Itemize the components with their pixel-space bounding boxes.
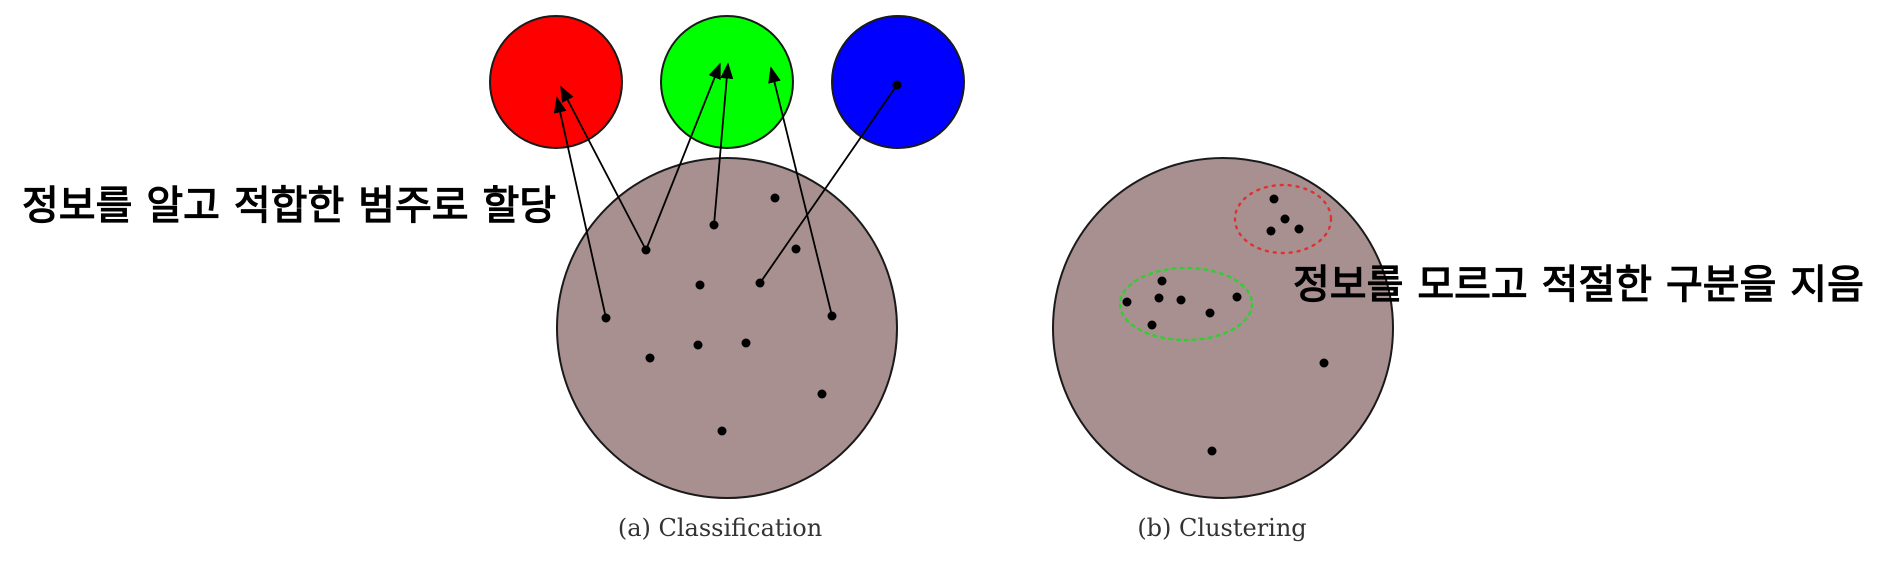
data-point [1147, 320, 1157, 330]
clustering-panel: (b) Clustering [1052, 157, 1394, 542]
data-point [1205, 308, 1215, 318]
class-red-circle [489, 15, 623, 149]
data-point [817, 389, 827, 399]
data-point [892, 80, 902, 90]
classification-points [601, 80, 902, 436]
arrow-to-red-b [560, 85, 647, 251]
data-point [1280, 214, 1290, 224]
arrow-to-green-c [768, 66, 833, 317]
clustering-caption: (b) Clustering [1137, 514, 1306, 542]
data-point [695, 280, 705, 290]
data-point [791, 244, 801, 254]
arrow-to-blue [759, 84, 898, 284]
classification-panel: (a) Classification [489, 15, 965, 542]
data-point [641, 245, 651, 255]
cluster-green-outline [1118, 266, 1254, 342]
data-point [827, 311, 837, 321]
classification-arrows [553, 62, 898, 319]
data-point [755, 278, 765, 288]
data-point [1232, 292, 1242, 302]
data-point [693, 340, 703, 350]
data-point [717, 426, 727, 436]
arrow-to-green-a [645, 62, 721, 251]
data-point [1157, 276, 1167, 286]
data-point [1207, 446, 1217, 456]
clustering-points [1122, 194, 1329, 456]
data-point [741, 338, 751, 348]
clustering-population-circle [1052, 157, 1394, 499]
data-point [1269, 194, 1279, 204]
arrow-to-green-b [713, 62, 734, 226]
data-point [1176, 295, 1186, 305]
data-point [709, 220, 719, 230]
clustering-annotation: 정보를 모르고 적절한 구분을 지음 [1293, 262, 1864, 308]
arrow-to-red-a [553, 96, 607, 319]
cluster-red-outline [1233, 183, 1333, 255]
data-point [1266, 226, 1276, 236]
data-point [601, 313, 611, 323]
classification-population-circle [556, 157, 898, 499]
data-point [645, 353, 655, 363]
classification-caption: (a) Classification [618, 514, 822, 542]
data-point [1319, 358, 1329, 368]
data-point [1154, 293, 1164, 303]
data-point [770, 193, 780, 203]
classification-annotation: 정보를 알고 적합한 범주로 할당 [22, 183, 557, 229]
data-point [1122, 297, 1132, 307]
data-point [1294, 224, 1304, 234]
